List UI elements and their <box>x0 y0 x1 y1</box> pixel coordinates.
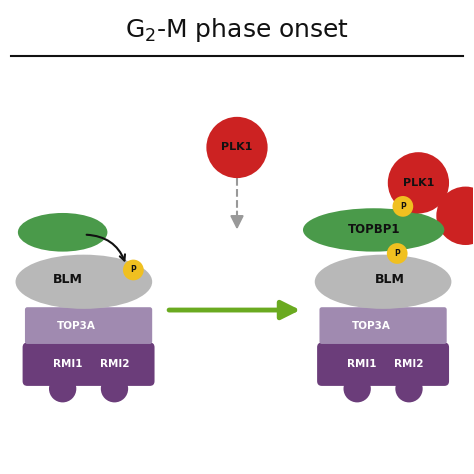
Text: PLK1: PLK1 <box>221 143 253 153</box>
FancyBboxPatch shape <box>23 343 155 386</box>
Text: BLM: BLM <box>53 273 82 286</box>
Text: RMI2: RMI2 <box>100 359 129 369</box>
Circle shape <box>206 117 268 178</box>
Text: TOP3A: TOP3A <box>352 320 391 330</box>
Circle shape <box>388 152 449 213</box>
Circle shape <box>49 375 76 402</box>
Ellipse shape <box>16 255 152 309</box>
FancyBboxPatch shape <box>317 343 449 386</box>
Text: RMI2: RMI2 <box>394 359 424 369</box>
Text: TOPBP1: TOPBP1 <box>347 223 400 237</box>
Text: G$_2$-M phase onset: G$_2$-M phase onset <box>125 16 349 44</box>
Text: PLK1: PLK1 <box>403 178 434 188</box>
FancyBboxPatch shape <box>319 307 447 344</box>
Text: P: P <box>400 202 406 211</box>
Circle shape <box>344 375 371 402</box>
Circle shape <box>395 375 423 402</box>
Text: P: P <box>130 265 136 274</box>
Circle shape <box>392 196 413 217</box>
FancyBboxPatch shape <box>25 307 152 344</box>
Text: RMI1: RMI1 <box>53 359 82 369</box>
Text: P: P <box>394 249 400 258</box>
Ellipse shape <box>303 208 444 252</box>
Circle shape <box>387 243 408 264</box>
Text: BLM: BLM <box>375 273 405 286</box>
Text: RMI1: RMI1 <box>347 359 377 369</box>
Ellipse shape <box>18 213 108 252</box>
Text: TOP3A: TOP3A <box>57 320 96 330</box>
Circle shape <box>437 187 474 245</box>
Circle shape <box>123 260 144 280</box>
Ellipse shape <box>315 255 451 309</box>
Circle shape <box>101 375 128 402</box>
